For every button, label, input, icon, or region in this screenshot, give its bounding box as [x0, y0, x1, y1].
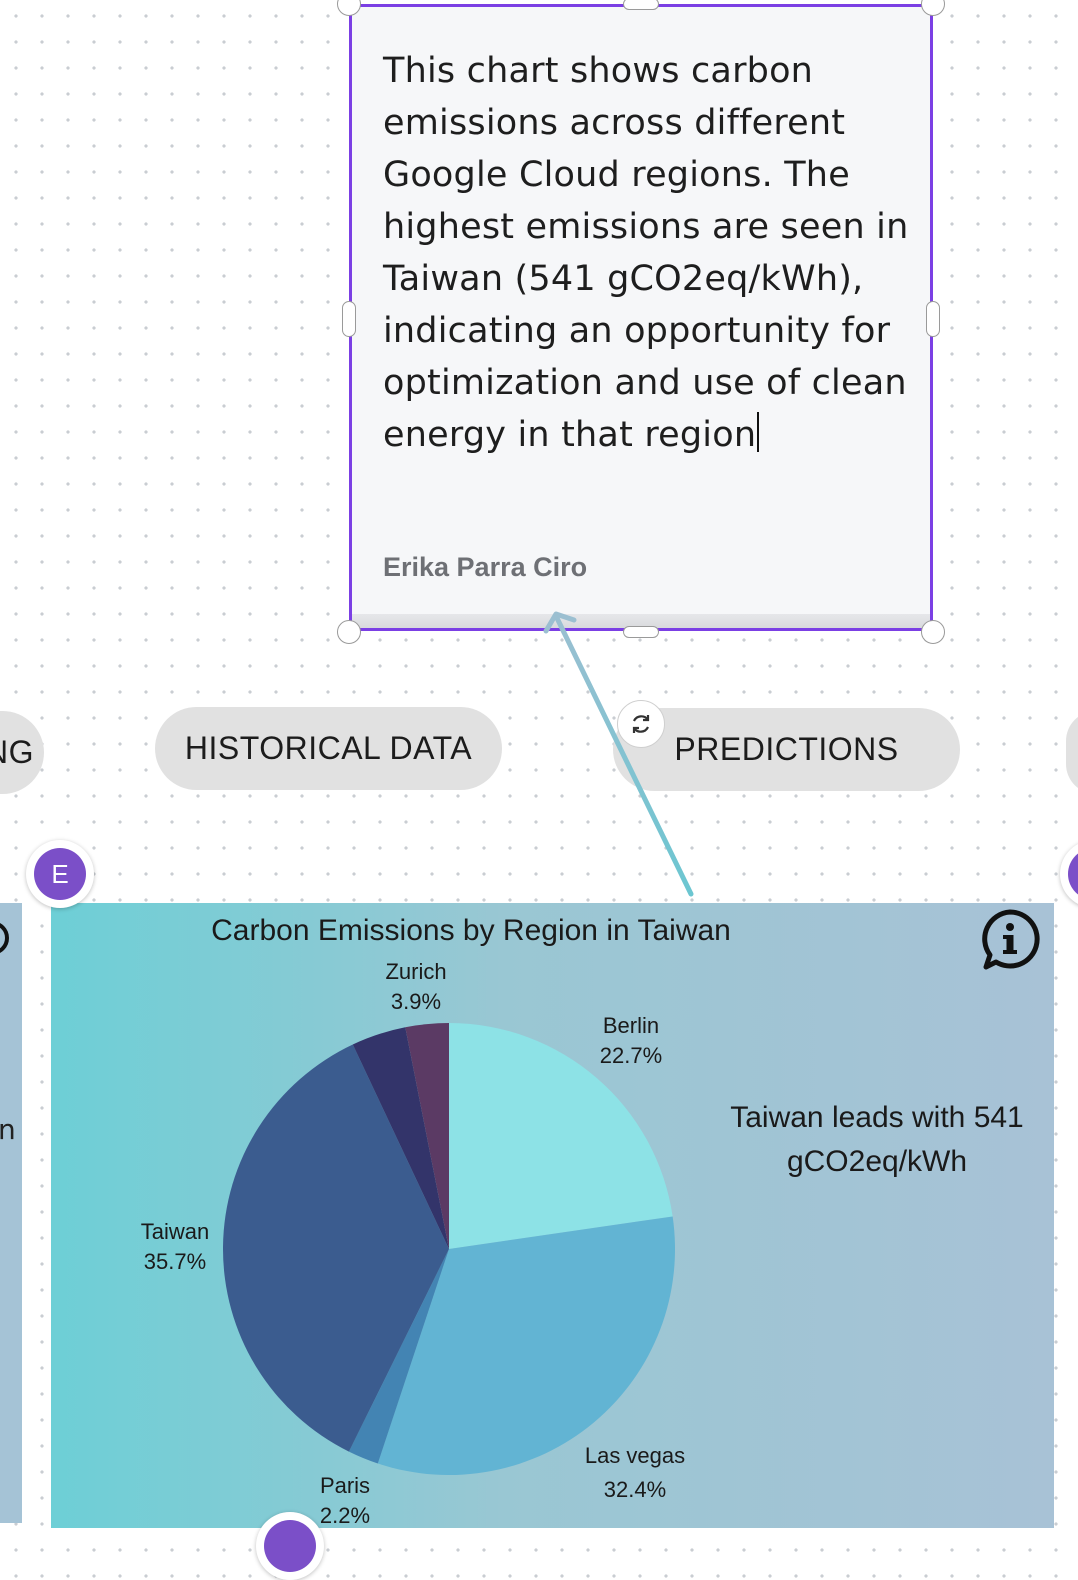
chart-annotation-line1: Taiwan leads with 541 — [730, 1101, 1024, 1134]
pill-partial-left[interactable]: NG — [0, 711, 44, 794]
pie-label-taiwan: Taiwan — [141, 1219, 209, 1244]
pie-chart: Carbon Emissions by Region in Taiwan Ber… — [141, 909, 1040, 1528]
chart-title: Carbon Emissions by Region in Taiwan — [211, 914, 731, 947]
pie-label-zurich: Zurich — [385, 959, 446, 984]
sticky-note[interactable]: This chart shows carbon emissions across… — [349, 4, 933, 631]
pie-value-berlin: 22.7% — [600, 1043, 662, 1068]
pie-slice-paris — [348, 1249, 449, 1464]
resize-handle-bottom-right[interactable] — [921, 620, 945, 644]
user-avatar-partial-right[interactable] — [1060, 840, 1078, 908]
pie-slice-unlabeled — [405, 1023, 449, 1249]
resize-handle-right[interactable] — [926, 301, 940, 337]
user-avatar-right — [1068, 848, 1078, 900]
left-partial-panel[interactable]: n — [0, 903, 22, 1523]
pill-partial-right[interactable] — [1066, 711, 1078, 794]
user-avatar-partial-bottom[interactable] — [256, 1512, 324, 1580]
historical-data-button[interactable]: HISTORICAL DATA — [155, 707, 502, 790]
rotate-icon[interactable] — [617, 700, 665, 748]
resize-handle-left[interactable] — [342, 301, 356, 337]
chart-annotation-line2: gCO2eq/kWh — [787, 1145, 967, 1178]
pie-label-las-vegas: Las vegas — [585, 1443, 685, 1468]
resize-handle-bottom-left[interactable] — [337, 620, 361, 644]
pie-value-las-vegas: 32.4% — [604, 1477, 666, 1502]
pie-slice-zurich — [352, 1027, 449, 1249]
pie-slice-taiwan — [222, 1044, 449, 1452]
pill-partial-left-label: NG — [0, 734, 34, 770]
resize-handle-top[interactable] — [623, 0, 659, 10]
historical-data-label: HISTORICAL DATA — [184, 730, 473, 766]
pie-label-paris: Paris — [320, 1473, 370, 1498]
note-author: Erika Parra Ciro — [383, 552, 588, 582]
pie-labels: Berlin 22.7% Las vegas 32.4% Paris 2.2% Taiwan… — [141, 959, 685, 1528]
predictions-button[interactable]: PREDICTIONS — [613, 708, 960, 791]
info-icon[interactable] — [982, 909, 1040, 970]
user-avatar-bottom — [264, 1520, 316, 1572]
pie-chart-card[interactable]: Carbon Emissions by Region in Taiwan Ber… — [51, 903, 1054, 1528]
pie-value-zurich: 3.9% — [391, 989, 441, 1014]
text-cursor — [757, 412, 760, 452]
user-avatar-wrap[interactable]: E — [26, 840, 94, 908]
note-text[interactable]: This chart shows carbon emissions across… — [383, 51, 909, 455]
resize-handle-bottom[interactable] — [623, 626, 659, 638]
predictions-label: PREDICTIONS — [674, 731, 899, 767]
pie-value-taiwan: 35.7% — [144, 1249, 206, 1274]
pie-value-paris: 2.2% — [320, 1503, 370, 1528]
rotate-icon-glyph — [632, 715, 650, 733]
pie-slice-las-vegas — [377, 1216, 675, 1475]
pie-slices — [222, 1023, 675, 1475]
user-avatar: E — [34, 848, 86, 900]
left-partial-icon — [0, 923, 9, 953]
left-partial-text: n — [0, 1113, 16, 1146]
pie-label-berlin: Berlin — [603, 1013, 659, 1038]
pie-slice-berlin — [449, 1023, 673, 1249]
